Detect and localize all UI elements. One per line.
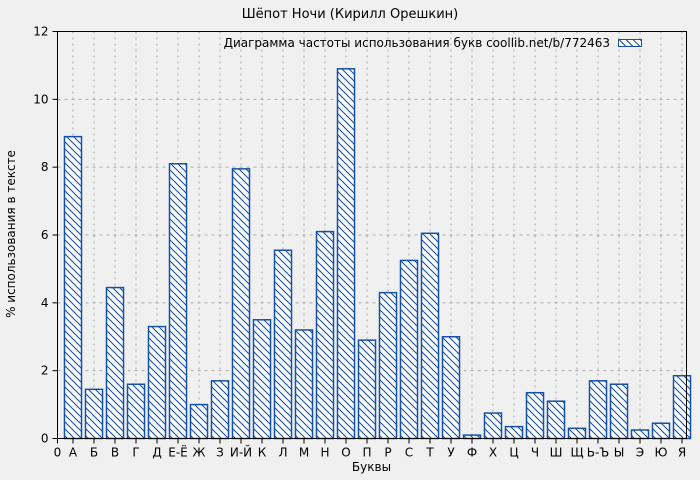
bar-Я <box>672 375 692 440</box>
bar-Л <box>273 249 293 440</box>
bar-И-Й <box>231 168 251 440</box>
bar-П <box>357 339 377 440</box>
x-tick-label: Х <box>489 446 497 460</box>
x-tick-label: Р <box>384 446 391 460</box>
bar-З <box>210 380 230 440</box>
bar-Э <box>630 429 650 440</box>
x-tick-label: У <box>447 446 455 460</box>
legend: Диаграмма частоты использования букв coo… <box>224 36 642 50</box>
bar-Ц <box>504 425 524 440</box>
bar-Г <box>126 383 146 440</box>
x-tick-label: Г <box>132 446 139 460</box>
bar-Н <box>315 230 335 440</box>
bar-В <box>105 286 125 440</box>
x-tick-label: С <box>405 446 413 460</box>
legend-key-swatch <box>618 39 642 47</box>
y-tick-label: 0 <box>41 432 49 446</box>
x-tick-label: В <box>111 446 119 460</box>
x-tick-label: Л <box>278 446 287 460</box>
y-tick-label: 4 <box>41 296 49 310</box>
bar-А <box>63 135 83 440</box>
chart-title: Шёпот Ночи (Кирилл Орешкин) <box>241 7 459 22</box>
bar-Ж <box>189 403 209 440</box>
bar-Ю <box>651 422 671 440</box>
x-tick-label: М <box>299 446 309 460</box>
bar-С <box>399 259 419 440</box>
x-tick-label: Д <box>152 446 161 460</box>
bar-Щ <box>567 427 587 440</box>
bar-Т <box>420 232 440 440</box>
x-tick-label: Ш <box>550 446 563 460</box>
legend-label: Диаграмма частоты использования букв coo… <box>223 36 610 50</box>
x-tick-label: И-Й <box>230 445 252 460</box>
x-tick-label: Т <box>425 446 434 460</box>
x-tick-label: Ч <box>531 446 539 460</box>
y-tick-label: 10 <box>33 92 48 106</box>
x-tick-label: А <box>69 446 78 460</box>
x-tick-label: Э <box>636 446 644 460</box>
bar-Ф <box>462 434 482 440</box>
plot-border-and-ticks <box>52 31 687 444</box>
x-tick-label: Ф <box>467 446 477 460</box>
bar-К <box>252 319 272 440</box>
x-tick-label: Ю <box>655 446 668 460</box>
bar-Ь-Ъ <box>588 380 608 440</box>
bar-Р <box>378 291 398 440</box>
x-tick-label: Н <box>320 446 329 460</box>
x-tick-label: К <box>258 446 267 460</box>
x-tick-label: З <box>216 446 224 460</box>
bar-Ч <box>525 391 545 440</box>
bar-Ы <box>609 383 629 440</box>
x-tick-label: Ь-Ъ <box>587 446 610 460</box>
bar-О <box>336 68 356 440</box>
x-origin-label: 0 <box>54 446 62 460</box>
bar-Ш <box>546 400 566 440</box>
x-tick-label: Ц <box>509 446 518 460</box>
x-tick-label: Щ <box>570 446 583 460</box>
x-tick-label: Я <box>678 446 686 460</box>
x-tick-label: О <box>341 446 350 460</box>
bar-Х <box>483 412 503 440</box>
x-axis-label: Буквы <box>351 460 392 474</box>
bar-Д <box>147 325 167 440</box>
x-tick-label: Ж <box>193 446 206 460</box>
bar-Б <box>84 388 104 440</box>
bar-М <box>294 329 314 440</box>
x-tick-label: Б <box>90 446 98 460</box>
x-tick-label: П <box>362 446 371 460</box>
y-tick-label: 8 <box>41 160 49 174</box>
bar-Е-Ё <box>168 163 188 440</box>
y-tick-label: 6 <box>41 228 49 242</box>
bar-У <box>441 336 461 440</box>
x-tick-label: Ы <box>614 446 625 460</box>
y-tick-label: 12 <box>33 25 48 39</box>
x-tick-label: Е-Ё <box>168 445 188 460</box>
y-tick-label: 2 <box>41 364 49 378</box>
bars-group <box>63 68 692 440</box>
